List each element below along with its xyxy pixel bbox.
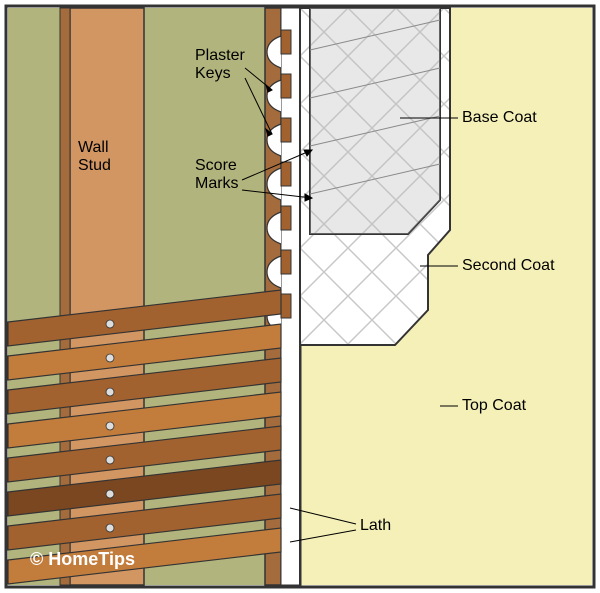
plaster-wall-diagram: WallStud PlasterKeys ScoreMarks Base Coa… <box>0 0 600 593</box>
base-coat-label: Base Coat <box>462 109 537 126</box>
second-coat-label: Second Coat <box>462 257 555 274</box>
copyright-label: © HomeTips <box>30 549 135 569</box>
lath-slat-icon <box>281 30 291 54</box>
lath-label: Lath <box>360 517 391 534</box>
wall-stud-label: WallStud <box>78 139 111 174</box>
top-coat-label: Top Coat <box>462 397 527 414</box>
diagram-svg: WallStud PlasterKeys ScoreMarks Base Coa… <box>0 0 600 593</box>
score-marks-label: ScoreMarks <box>195 157 239 192</box>
